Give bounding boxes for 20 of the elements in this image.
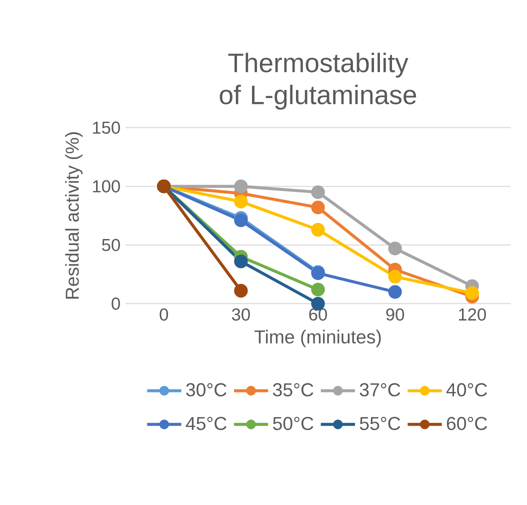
- y-axis-title: Residual activity (%): [65, 132, 83, 299]
- y-tick-label: 100: [93, 180, 120, 192]
- legend-label: 40°C: [446, 383, 487, 396]
- legend-label: 50°C: [273, 416, 314, 430]
- legend-label: 35°C: [273, 383, 314, 396]
- x-axis-title: Time (miniutes): [254, 330, 381, 348]
- legend-label: 60°C: [446, 416, 487, 430]
- legend-label: 37°C: [360, 383, 400, 396]
- y-tick-label: 150: [93, 122, 120, 134]
- x-tick-label: 0: [160, 308, 168, 321]
- legend-label: 45°C: [186, 416, 226, 430]
- x-tick-label: 30: [232, 308, 250, 321]
- y-tick-label: 0: [112, 298, 120, 310]
- legend-label: 30°C: [186, 383, 226, 396]
- chart-title: Thermostability of L-glutaminase: [220, 52, 416, 110]
- x-tick-label: 120: [458, 308, 486, 321]
- x-tick-label: 90: [386, 308, 404, 321]
- legend-label: 55°C: [360, 416, 400, 430]
- x-tick-label: 60: [309, 308, 327, 321]
- y-tick-label: 50: [102, 238, 120, 252]
